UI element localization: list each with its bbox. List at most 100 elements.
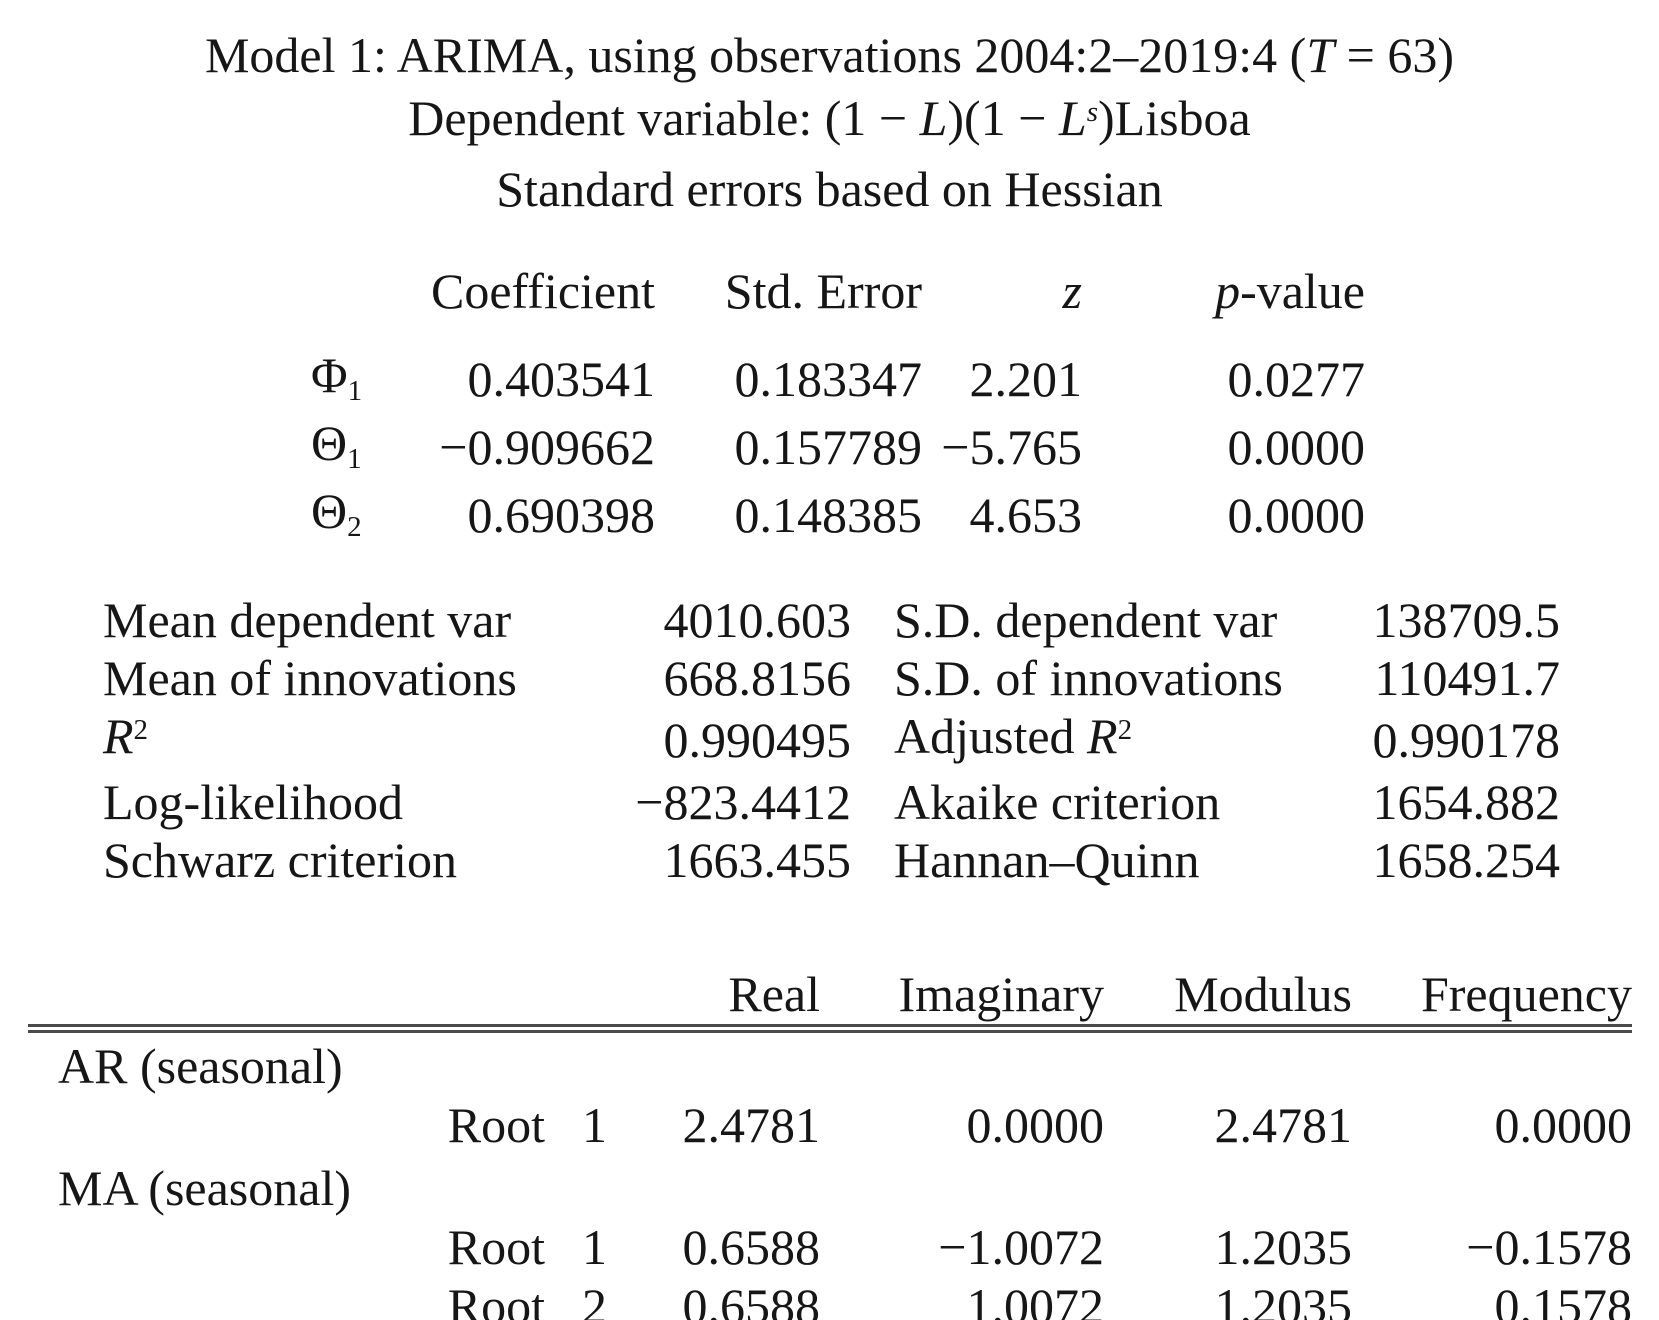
r-exponent: 2 bbox=[1117, 713, 1133, 746]
roots-header-empty bbox=[545, 965, 607, 1033]
stat-value: 1658.254 bbox=[1372, 832, 1561, 888]
roots-header-modulus: Modulus bbox=[1104, 965, 1352, 1033]
stat-value: 1663.455 bbox=[663, 832, 852, 888]
stat-label: S.D. of innovations bbox=[894, 650, 1283, 706]
root-name: Root bbox=[447, 1097, 545, 1153]
root-frequency: 0.0000 bbox=[1494, 1097, 1633, 1153]
stat-value: 668.8156 bbox=[663, 650, 852, 706]
z-value: 4.653 bbox=[969, 487, 1083, 543]
root-index: 1 bbox=[582, 1097, 607, 1153]
z-value: 2.201 bbox=[969, 351, 1083, 407]
coef-row-phi1: Φ1 0.403541 0.183347 2.201 0.0277 bbox=[295, 345, 1365, 413]
p-value: 0.0277 bbox=[1227, 351, 1366, 407]
symbol-sub: 2 bbox=[347, 511, 362, 544]
model-title-text: Model 1: ARIMA, using observations 2004:… bbox=[204, 27, 1307, 83]
roots-header-imaginary: Imaginary bbox=[820, 965, 1104, 1033]
depvar-L1: L bbox=[919, 90, 948, 146]
r-exponent: 2 bbox=[133, 713, 149, 746]
stat-label: Hannan–Quinn bbox=[894, 832, 1200, 888]
coef-value: −0.909662 bbox=[439, 419, 655, 475]
root-imaginary: 0.0000 bbox=[966, 1097, 1105, 1153]
model-title-tail: = 63) bbox=[1334, 27, 1455, 83]
model-title-line: Model 1: ARIMA, using observations 2004:… bbox=[0, 24, 1659, 87]
z-value: −5.765 bbox=[941, 419, 1082, 475]
section-label-ma-seasonal: MA (seasonal) bbox=[58, 1160, 351, 1216]
root-real: 0.6588 bbox=[682, 1219, 821, 1275]
coef-symbol: Φ1 bbox=[295, 345, 365, 413]
stats-row: Mean dependent var 4010.603 S.D. depende… bbox=[103, 591, 1560, 649]
stat-value: 0.990178 bbox=[1372, 712, 1561, 768]
adjusted-text: Adjusted bbox=[894, 708, 1088, 764]
coef-header-coefficient: Coefficient bbox=[431, 263, 655, 319]
root-name: Root bbox=[447, 1219, 545, 1275]
stderr-value: 0.157789 bbox=[734, 419, 923, 475]
root-row: Root 2 0.6588 1.0072 1.2035 0.1578 bbox=[28, 1277, 1632, 1320]
root-row: Root 1 2.4781 0.0000 2.4781 0.0000 bbox=[28, 1096, 1632, 1155]
dependent-variable-line: Dependent variable: (1 − L)(1 − Ls)Lisbo… bbox=[0, 87, 1659, 158]
root-name: Root bbox=[370, 1277, 545, 1320]
stat-label: Mean of innovations bbox=[103, 650, 517, 706]
stderr-value: 0.148385 bbox=[734, 487, 923, 543]
summary-statistics-table: Mean dependent var 4010.603 S.D. depende… bbox=[103, 591, 1560, 889]
stat-value: 1654.882 bbox=[1372, 774, 1561, 830]
stat-label-rsquared: R2 bbox=[103, 707, 560, 773]
coefficient-table: Coefficient Std. Error z p-value Φ1 0.40… bbox=[295, 261, 1365, 549]
root-indent bbox=[28, 1096, 370, 1155]
root-modulus: 2.4781 bbox=[1214, 1097, 1353, 1153]
p-label-tail: -value bbox=[1240, 263, 1365, 319]
root-real: 0.6588 bbox=[607, 1277, 820, 1320]
coefficient-header-row: Coefficient Std. Error z p-value bbox=[295, 261, 1365, 345]
depvar-sup-s: s bbox=[1086, 95, 1098, 128]
coef-header-z: z bbox=[922, 261, 1082, 345]
root-imaginary: −1.0072 bbox=[938, 1219, 1104, 1275]
root-real: 2.4781 bbox=[682, 1097, 821, 1153]
stderr-note: Standard errors based on Hessian bbox=[496, 161, 1163, 217]
root-imaginary: 1.0072 bbox=[820, 1277, 1104, 1320]
greek-phi: Φ bbox=[311, 347, 348, 403]
root-row: Root 1 0.6588 −1.0072 1.2035 −0.1578 bbox=[28, 1218, 1632, 1277]
roots-header-empty bbox=[370, 965, 545, 1033]
stat-value: 0.990495 bbox=[663, 712, 852, 768]
coef-symbol: Θ2 bbox=[295, 481, 365, 549]
coef-symbol: Θ1 bbox=[295, 413, 365, 481]
greek-theta: Θ bbox=[311, 483, 348, 539]
greek-theta: Θ bbox=[311, 415, 348, 471]
coef-value: 0.690398 bbox=[467, 487, 656, 543]
coef-row-theta1: Θ1 −0.909662 0.157789 −5.765 0.0000 bbox=[295, 413, 1365, 481]
stat-label-adj-rsquared: Adjusted R2 bbox=[851, 707, 1364, 773]
root-indent bbox=[28, 1277, 370, 1320]
section-label-ar-seasonal: AR (seasonal) bbox=[58, 1038, 343, 1094]
roots-section-ar: AR (seasonal) bbox=[28, 1029, 1632, 1097]
depvar-mid: )(1 − bbox=[947, 90, 1059, 146]
r-symbol: R bbox=[103, 708, 134, 764]
p-value: 0.0000 bbox=[1227, 487, 1366, 543]
coef-header-empty bbox=[295, 261, 365, 345]
depvar-L2: L bbox=[1058, 90, 1087, 146]
symbol-sub: 1 bbox=[347, 443, 362, 476]
stat-label: Mean dependent var bbox=[103, 592, 512, 648]
stat-label: S.D. dependent var bbox=[894, 592, 1278, 648]
root-modulus: 1.2035 bbox=[1104, 1277, 1352, 1320]
root-frequency: 0.1578 bbox=[1352, 1277, 1632, 1320]
root-indent bbox=[28, 1218, 370, 1277]
stats-row: Schwarz criterion 1663.455 Hannan–Quinn … bbox=[103, 831, 1560, 889]
depvar-text: Dependent variable: (1 − bbox=[408, 90, 920, 146]
stats-row: Log-likelihood −823.4412 Akaike criterio… bbox=[103, 773, 1560, 831]
depvar-tail: )Lisboa bbox=[1098, 90, 1251, 146]
symbol-sub: 1 bbox=[347, 375, 363, 408]
p-value: 0.0000 bbox=[1227, 419, 1366, 475]
root-frequency: −0.1578 bbox=[1466, 1219, 1632, 1275]
stat-value: −823.4412 bbox=[635, 774, 851, 830]
roots-header-real: Real bbox=[607, 965, 820, 1033]
roots-table: Real Imaginary Modulus Frequency AR (sea… bbox=[28, 965, 1632, 1320]
roots-header-empty bbox=[28, 965, 370, 1033]
coef-value: 0.403541 bbox=[467, 351, 656, 407]
root-modulus: 1.2035 bbox=[1214, 1219, 1353, 1275]
root-index: 2 bbox=[545, 1277, 607, 1320]
model-header: Model 1: ARIMA, using observations 2004:… bbox=[0, 0, 1659, 221]
coef-row-theta2: Θ2 0.690398 0.148385 4.653 0.0000 bbox=[295, 481, 1365, 549]
roots-section-ma: MA (seasonal) bbox=[28, 1155, 1632, 1218]
model-title-T: T bbox=[1306, 27, 1335, 83]
z-label: z bbox=[1062, 263, 1082, 319]
